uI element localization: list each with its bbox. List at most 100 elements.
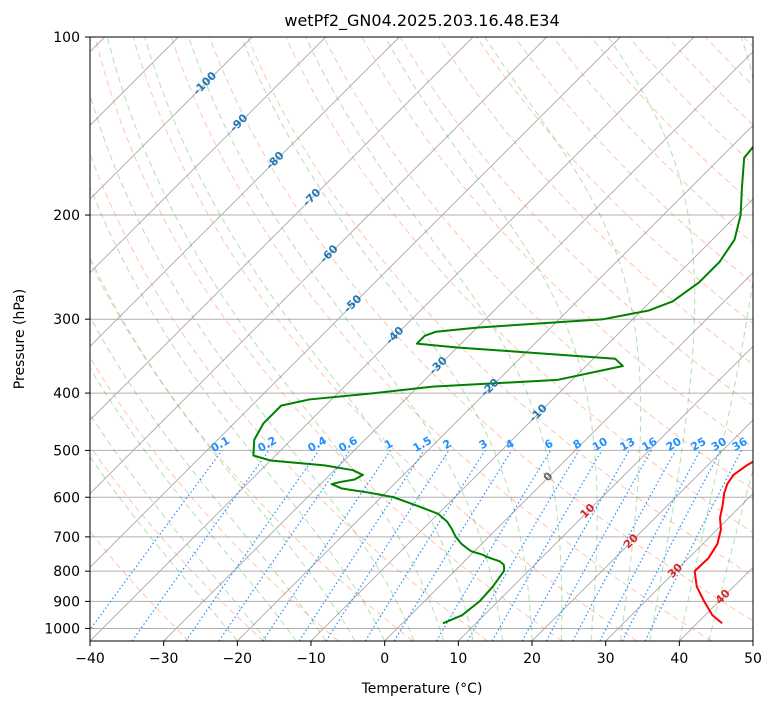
moist-adiabat-line (90, 455, 238, 641)
moist-adiabat-line (305, 37, 563, 641)
isotherm-label: -30 (427, 354, 450, 377)
y-tick-label: 600 (53, 490, 80, 506)
moist-adiabat-line (678, 37, 753, 641)
x-axis-label: Temperature (°C) (361, 681, 483, 697)
y-tick-label: 700 (53, 530, 80, 546)
moist-adiabat-line (240, 37, 533, 641)
moist-adiabat-line (384, 37, 598, 641)
dry-adiabat-line (628, 37, 753, 165)
isotherm-label: -40 (383, 324, 406, 347)
x-tick-label: −30 (149, 651, 179, 667)
dry-adiabat-line (705, 37, 753, 87)
isotherm-line (384, 272, 753, 641)
isotherm-line (310, 198, 753, 641)
isotherm-label: -90 (227, 111, 250, 134)
plot-frame (89, 36, 754, 642)
dry-adiabat-line (90, 260, 414, 641)
x-tick-label: −20 (223, 651, 253, 667)
y-tick-label: 200 (53, 208, 80, 224)
isotherm-line (90, 37, 621, 568)
isotherm-label: -50 (341, 292, 364, 315)
moist-adiabat-line (484, 37, 642, 641)
isotherm-line (605, 493, 753, 641)
dry-adiabat-line (590, 37, 753, 205)
dry-adiabat-line (132, 37, 638, 641)
dry-adiabat-line (743, 37, 753, 48)
mixing-ratio-label: 8 (571, 437, 584, 452)
mixing-ratio-line (364, 450, 486, 641)
mixing-ratio-line (131, 450, 270, 641)
mixing-ratio-label: 0.1 (209, 434, 232, 455)
mixing-ratio-label: 3 (477, 437, 490, 452)
moist-adiabat-line (188, 37, 504, 641)
dry-adiabat-line (285, 37, 753, 534)
moist-adiabat-line (144, 37, 474, 641)
mixing-ratio-label: 36 (730, 435, 750, 454)
isotherm-line (458, 345, 753, 641)
dry-adiabat-line (514, 37, 753, 284)
y-tick-label: 1000 (44, 621, 80, 637)
mixing-ratio-line (90, 450, 223, 631)
y-tick-label: 100 (53, 30, 80, 46)
x-tick-label: 20 (523, 651, 541, 667)
isotherm-label: 10 (578, 501, 598, 521)
dry-adiabat-line (209, 37, 753, 622)
mixing-ratio-line (298, 450, 425, 641)
mixing-ratio-label: 0.6 (336, 434, 360, 455)
isotherm-line (237, 124, 753, 641)
isotherm-label: 40 (713, 586, 733, 606)
isotherm-label: -60 (317, 242, 340, 265)
isotherm-label: -10 (527, 401, 550, 424)
x-tick-label: 0 (380, 651, 389, 667)
isotherm-label: 30 (665, 560, 685, 580)
dry-adiabat-line (399, 37, 753, 407)
mixing-ratio-line (572, 450, 677, 641)
dry-adiabat-line (90, 152, 488, 641)
x-tick-label: −40 (75, 651, 105, 667)
isotherm-line (752, 640, 753, 641)
y-tick-label: 900 (53, 594, 80, 610)
moist-adiabat-line (90, 185, 386, 641)
isotherm-line (90, 37, 326, 274)
x-tick-label: −10 (296, 651, 326, 667)
isotherm-label: -80 (263, 149, 286, 172)
mixing-ratio-label: 30 (709, 435, 729, 454)
isotherm-line (90, 37, 547, 495)
isotherm-line (531, 419, 753, 641)
isotherm-label: -20 (478, 376, 501, 399)
mixing-ratio-label: 1.5 (411, 434, 434, 455)
moist-adiabat-line (106, 37, 445, 641)
mixing-ratio-line (262, 450, 391, 641)
y-tick-label: 800 (53, 564, 80, 580)
mixing-ratio-label: 2 (441, 437, 454, 452)
mixing-ratio-label: 6 (542, 437, 555, 452)
mixing-ratio-label: 25 (689, 435, 709, 454)
moist-adiabat-line (90, 315, 327, 641)
mixing-ratio-line (545, 450, 652, 641)
isotherm-label: 20 (621, 531, 641, 551)
isotherm-line (90, 37, 695, 641)
y-tick-label: 500 (53, 443, 80, 459)
mixing-ratio-line (218, 450, 351, 641)
dry-adiabat-line (667, 37, 753, 126)
dry-adiabat-line (90, 445, 264, 641)
dry-adiabat-line (476, 37, 753, 325)
dry-adiabat-line (90, 530, 190, 641)
mixing-ratio-line (521, 450, 630, 641)
dry-adiabat-line (552, 37, 753, 244)
isotherm-label: -70 (300, 186, 323, 209)
dewpoint-line (252, 145, 753, 625)
moist-adiabat-line (708, 467, 753, 641)
moist-adiabat-line (607, 37, 696, 641)
chart-title: wetPf2_GN04.2025.203.16.48.E34 (284, 11, 559, 31)
dry-adiabat-line (170, 37, 712, 641)
x-tick-label: 30 (597, 651, 615, 667)
mixing-ratio-line (435, 450, 552, 641)
dry-adiabat-line (247, 37, 753, 577)
moist-adiabat-line (90, 93, 415, 641)
dry-adiabat-line (361, 37, 753, 448)
dry-adiabat-line (323, 37, 753, 491)
temperature-line (693, 460, 753, 625)
mixing-ratio-label: 16 (640, 435, 660, 454)
isotherm-line (90, 37, 474, 421)
